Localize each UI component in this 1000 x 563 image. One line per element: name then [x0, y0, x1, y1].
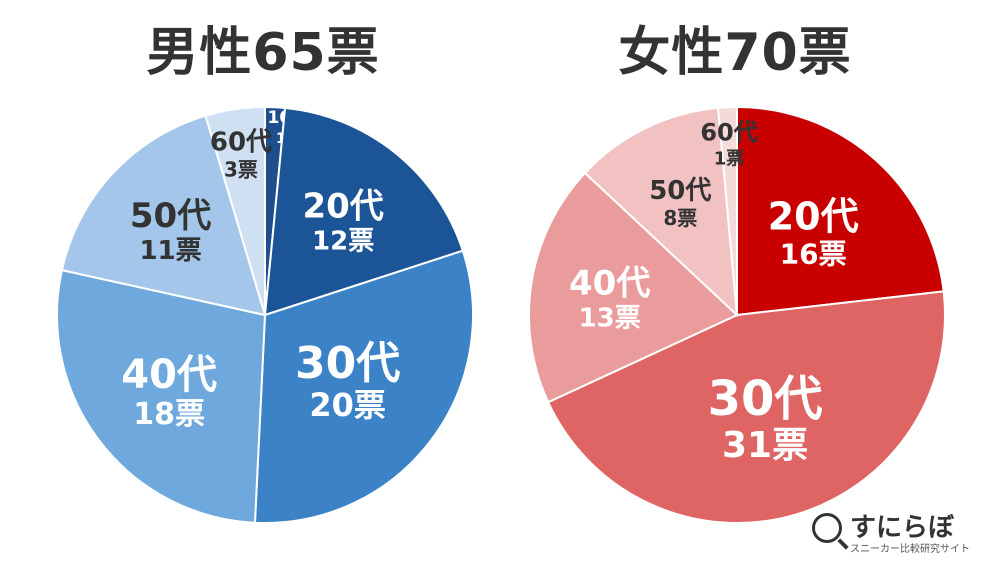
male-slice-3	[56, 268, 267, 524]
female-chart-title: 女性70票	[618, 23, 852, 83]
male-slice-1	[263, 106, 465, 317]
magnifier-icon	[812, 513, 842, 543]
male-slice-2-age-label: 30代	[295, 338, 400, 389]
site-logo: すにらぼ スニーカー比較研究サイト	[812, 507, 982, 555]
male-slice-1-age-label: 20代	[302, 187, 383, 227]
male-slice-3-age-label: 40代	[121, 352, 217, 398]
male-slice-4-age-label: 50代	[130, 196, 211, 236]
female-slice-3-votes-label: 8票	[663, 206, 697, 230]
female-slice-4-votes-label: 1票	[714, 148, 745, 169]
female-slice-2-votes-label: 13票	[579, 304, 641, 334]
male-slice-4-votes-label: 11票	[139, 236, 201, 266]
male-slice-5	[204, 105, 266, 316]
female-slice-0-age-label: 20代	[768, 195, 859, 239]
male-pie-chart: 10代1票20代12票30代20票40代18票50代11票60代3票	[56, 105, 474, 524]
female-slice-1-votes-label: 31票	[722, 425, 808, 466]
female-slice-4	[716, 105, 738, 316]
male-slice-2	[253, 249, 474, 524]
logo-name: すにらぼ	[850, 513, 955, 543]
male-slice-1-votes-label: 12票	[312, 227, 374, 257]
female-slice-3	[583, 106, 739, 318]
male-slice-5-votes-label: 3票	[224, 157, 258, 181]
female-slice-0-votes-label: 16票	[780, 238, 847, 271]
logo-tagline: スニーカー比較研究サイト	[850, 544, 970, 555]
female-slice-4-age-label: 60代	[700, 118, 757, 146]
female-slice-2-age-label: 40代	[569, 264, 650, 304]
male-slice-3-votes-label: 18票	[133, 397, 205, 432]
female-slice-0	[736, 105, 945, 317]
male-slice-4	[60, 114, 267, 317]
female-slice-2	[528, 171, 739, 404]
male-chart-title: 男性65票	[146, 23, 380, 83]
female-slice-3-age-label: 50代	[649, 176, 711, 206]
male-slice-5-age-label: 60代	[210, 127, 272, 157]
female-slice-1	[546, 290, 946, 524]
male-slice-2-votes-label: 20票	[309, 386, 386, 424]
female-slice-1-age-label: 30代	[708, 371, 823, 427]
